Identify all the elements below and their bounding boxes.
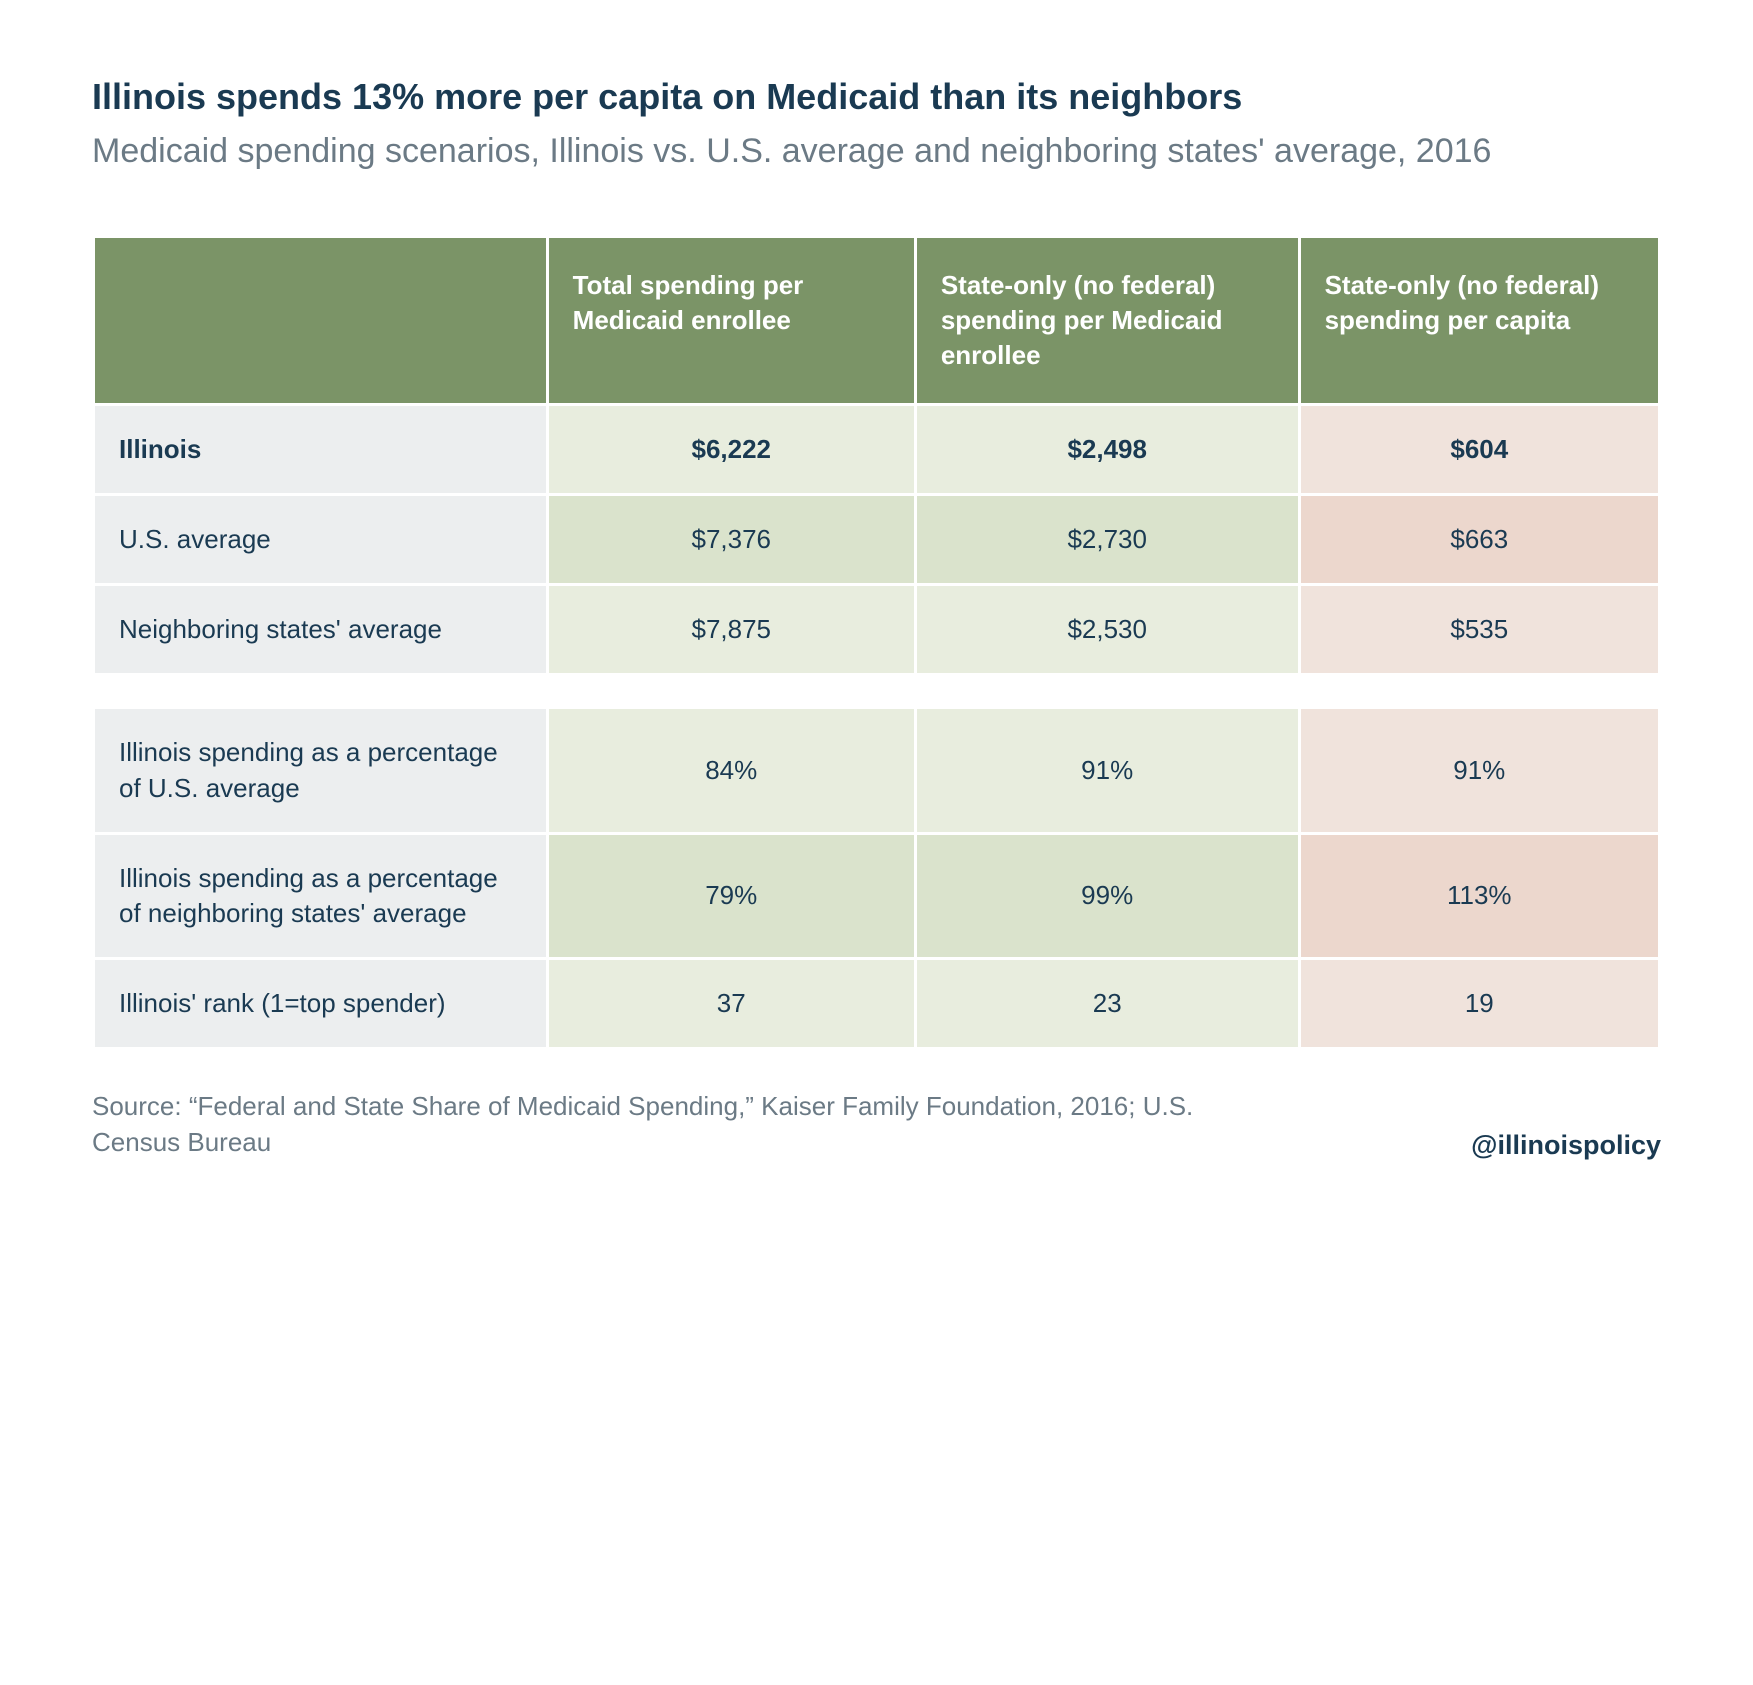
table-cell: 19 [1301, 960, 1658, 1047]
header-row: Total spending per Medicaid enrolleeStat… [95, 238, 1658, 403]
row-label: Neighboring states' average [95, 586, 546, 673]
footer: Source: “Federal and State Share of Medi… [92, 1088, 1661, 1161]
header-corner [95, 238, 546, 403]
social-handle: @illinoispolicy [1471, 1130, 1661, 1161]
table-row: U.S. average$7,376$2,730$663 [95, 496, 1658, 583]
table-cell: $604 [1301, 406, 1658, 493]
table-cell: $663 [1301, 496, 1658, 583]
table-cell: 37 [549, 960, 914, 1047]
table-cell: 113% [1301, 835, 1658, 957]
table-cell: $2,730 [917, 496, 1298, 583]
infographic-container: Illinois spends 13% more per capita on M… [92, 74, 1661, 1161]
column-header: Total spending per Medicaid enrollee [549, 238, 914, 403]
table-cell: 84% [549, 709, 914, 831]
table-cell: 91% [1301, 709, 1658, 831]
row-label: Illinois spending as a percentage of nei… [95, 835, 546, 957]
table-cell: $2,530 [917, 586, 1298, 673]
table-cell: $7,376 [549, 496, 914, 583]
table-row: Illinois spending as a percentage of nei… [95, 835, 1658, 957]
column-header: State-only (no federal) spending per cap… [1301, 238, 1658, 403]
chart-subtitle: Medicaid spending scenarios, Illinois vs… [92, 129, 1661, 175]
table-cell: $2,498 [917, 406, 1298, 493]
table-row: Illinois' rank (1=top spender)372319 [95, 960, 1658, 1047]
data-table: Total spending per Medicaid enrolleeStat… [92, 235, 1661, 1050]
table-row: Illinois spending as a percentage of U.S… [95, 709, 1658, 831]
chart-title: Illinois spends 13% more per capita on M… [92, 74, 1661, 119]
table-head: Total spending per Medicaid enrolleeStat… [95, 238, 1658, 403]
table-body: Illinois$6,222$2,498$604U.S. average$7,3… [95, 406, 1658, 1047]
table-row: Neighboring states' average$7,875$2,530$… [95, 586, 1658, 673]
table-cell: $6,222 [549, 406, 914, 493]
table-cell: 23 [917, 960, 1298, 1047]
source-text: Source: “Federal and State Share of Medi… [92, 1088, 1269, 1161]
table-cell: $7,875 [549, 586, 914, 673]
column-header: State-only (no federal) spending per Med… [917, 238, 1298, 403]
row-label: Illinois' rank (1=top spender) [95, 960, 546, 1047]
table-cell: $535 [1301, 586, 1658, 673]
row-label: Illinois spending as a percentage of U.S… [95, 709, 546, 831]
row-label: Illinois [95, 406, 546, 493]
table-row: Illinois$6,222$2,498$604 [95, 406, 1658, 493]
row-label: U.S. average [95, 496, 546, 583]
section-gap [95, 676, 1658, 706]
table-cell: 79% [549, 835, 914, 957]
table-cell: 99% [917, 835, 1298, 957]
table-cell: 91% [917, 709, 1298, 831]
